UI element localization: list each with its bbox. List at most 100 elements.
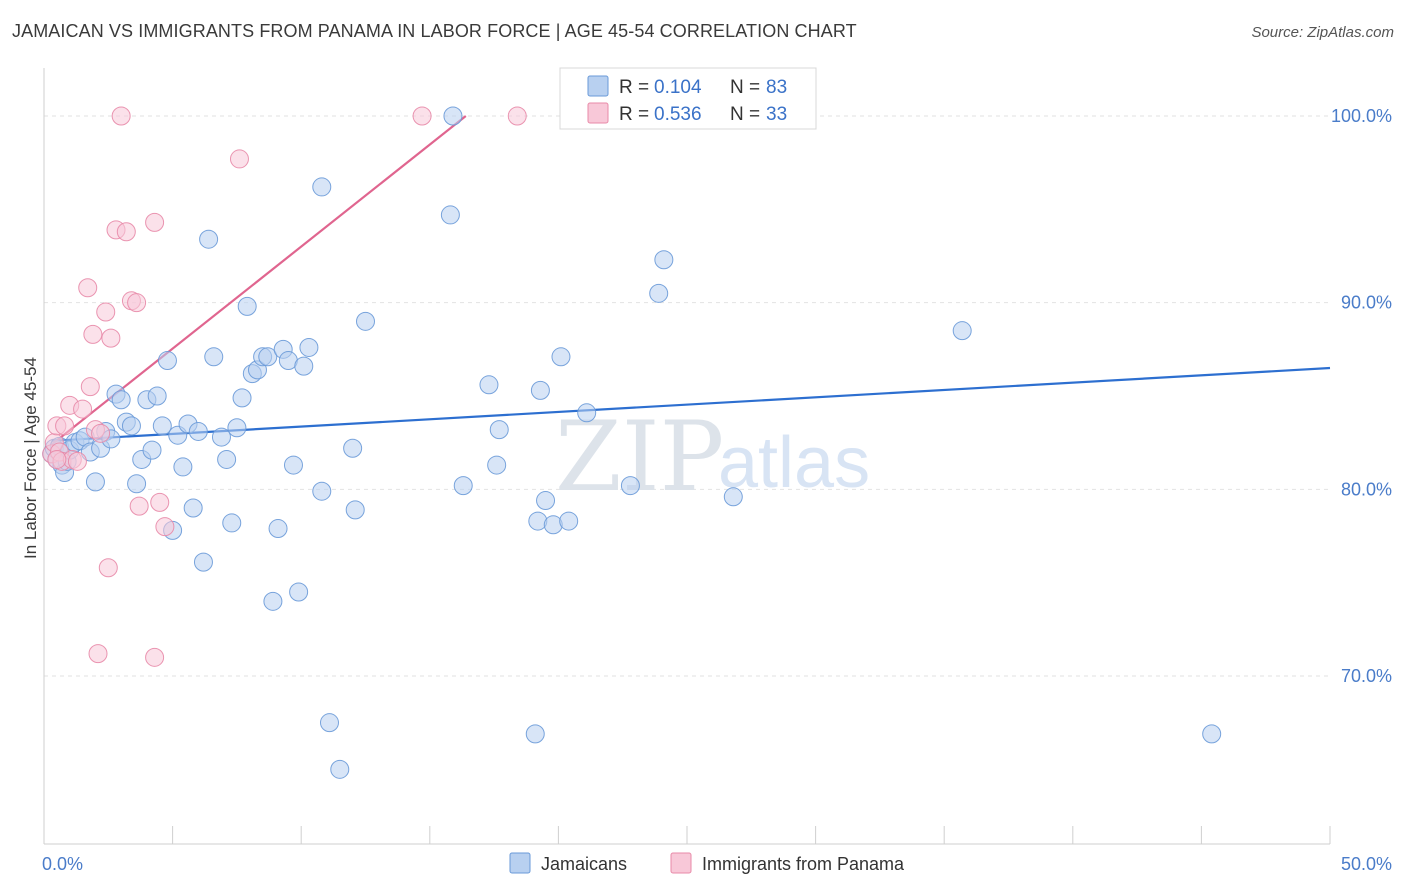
legend-r-value-2: 0.536 (654, 104, 702, 125)
jamaicans-point-45 (258, 347, 278, 367)
panama-point-18 (101, 328, 121, 348)
x-tick-label-0: 0.0% (42, 854, 83, 874)
jamaicans-trend-line (51, 366, 1331, 442)
jamaicans-point-29 (173, 457, 193, 477)
jamaicans-point-37 (217, 449, 237, 469)
legend-r-value-1: 0.104 (654, 77, 702, 98)
y-tick-label-2: 90.0% (1341, 293, 1392, 313)
jamaicans-point-56 (319, 713, 339, 733)
panama-point-17 (98, 558, 118, 578)
legend-n-label-1: N = (730, 77, 760, 98)
y-tick-label-1: 80.0% (1341, 479, 1392, 499)
jamaicans-point-24 (147, 386, 167, 406)
y-tick-label-0: 70.0% (1341, 666, 1392, 686)
panama-point-5 (55, 416, 75, 436)
jamaicans-point-62 (443, 106, 463, 126)
panama-point-32 (47, 449, 67, 469)
jamaicans-point-31 (183, 498, 203, 518)
jamaicans-point-39 (227, 418, 247, 438)
jamaicans-point-52 (294, 356, 314, 376)
legend-box: R = 0.104 N = 83 R = 0.536 N = 33 (559, 67, 817, 130)
jamaicans-point-33 (193, 552, 213, 572)
watermark-atlas: atlas (718, 423, 870, 503)
jamaicans-point-77 (654, 250, 674, 270)
x-tick-label-1: 50.0% (1341, 854, 1392, 874)
y-tick-label-3: 100.0% (1331, 106, 1392, 126)
jamaicans-point-82 (1202, 724, 1222, 744)
source-credit: Source: ZipAtlas.com (1251, 24, 1394, 41)
jamaicans-point-72 (559, 511, 579, 531)
panama-point-28 (155, 517, 175, 537)
legend-swatch-jamaicans (587, 75, 609, 97)
jamaicans-point-38 (222, 513, 242, 533)
bottom-legend-label-panama: Immigrants from Panama (702, 854, 905, 874)
legend-n-value-1: 83 (766, 77, 787, 98)
panama-point-27 (150, 492, 170, 512)
watermark: ZIP atlas (555, 401, 870, 513)
jamaicans-point-51 (289, 582, 309, 602)
jamaicans-point-66 (489, 420, 509, 440)
panama-point-26 (145, 212, 165, 232)
legend-swatch-panama (587, 102, 609, 124)
jamaicans-point-20 (127, 474, 147, 494)
jamaicans-point-78 (723, 487, 743, 507)
legend-r-label-1: R = (619, 77, 649, 98)
jamaicans-point-32 (188, 421, 208, 441)
panama-point-21 (116, 222, 136, 242)
panama-point-30 (412, 106, 432, 126)
jamaicans-point-26 (157, 351, 177, 371)
jamaicans-point-70 (536, 491, 556, 511)
jamaicans-point-74 (577, 403, 597, 423)
jamaicans-point-55 (312, 177, 332, 197)
jamaicans-point-34 (199, 229, 219, 249)
panama-point-14 (88, 644, 108, 664)
legend-n-value-2: 33 (766, 104, 787, 125)
jamaicans-point-12 (85, 472, 105, 492)
jamaicans-point-75 (620, 476, 640, 496)
jamaicans-point-23 (142, 440, 162, 460)
bottom-legend-swatch-panama (670, 852, 692, 874)
panama-point-16 (96, 302, 116, 322)
jamaicans-point-41 (237, 296, 257, 316)
bottom-legend-swatch-jamaicans (509, 852, 531, 874)
jamaicans-point-63 (453, 476, 473, 496)
jamaicans-point-76 (649, 283, 669, 303)
jamaicans-point-61 (440, 205, 460, 225)
jamaicans-point-25 (152, 416, 172, 436)
panama-point-9 (73, 399, 93, 419)
jamaicans-point-53 (299, 337, 319, 357)
chart-title: JAMAICAN VS IMMIGRANTS FROM PANAMA IN LA… (12, 21, 857, 41)
panama-point-10 (78, 278, 98, 298)
jamaicans-point-17 (111, 390, 131, 410)
jamaicans-point-69 (530, 380, 550, 400)
panama-point-11 (80, 377, 100, 397)
panama-point-12 (83, 324, 103, 344)
y-axis-label: In Labor Force | Age 45-54 (21, 357, 40, 559)
jamaicans-point-46 (263, 591, 283, 611)
legend-n-label-2: N = (730, 104, 760, 125)
jamaicans-point-58 (343, 438, 363, 458)
jamaicans-point-40 (232, 388, 252, 408)
panama-point-20 (111, 106, 131, 126)
bottom-legend: Jamaicans Immigrants from Panama (509, 852, 905, 874)
jamaicans-point-65 (487, 455, 507, 475)
jamaicans-point-47 (268, 519, 288, 539)
data-points (42, 106, 1222, 779)
panama-point-15 (91, 423, 111, 443)
jamaicans-point-59 (345, 500, 365, 520)
jamaicans-point-54 (312, 481, 332, 501)
jamaicans-point-64 (479, 375, 499, 395)
jamaicans-point-60 (356, 311, 375, 331)
tick-labels: 70.0% 80.0% 90.0% 100.0% 0.0% 50.0% (42, 106, 1392, 874)
legend-r-label-2: R = (619, 104, 649, 125)
jamaicans-point-81 (952, 321, 972, 341)
jamaicans-point-35 (204, 347, 224, 367)
panama-point-24 (129, 496, 149, 516)
jamaicans-point-36 (211, 427, 231, 447)
jamaicans-point-50 (283, 455, 303, 475)
jamaicans-point-73 (551, 347, 571, 367)
bottom-legend-label-jamaicans: Jamaicans (541, 854, 627, 874)
panama-point-23 (127, 293, 147, 313)
jamaicans-point-19 (121, 416, 141, 436)
